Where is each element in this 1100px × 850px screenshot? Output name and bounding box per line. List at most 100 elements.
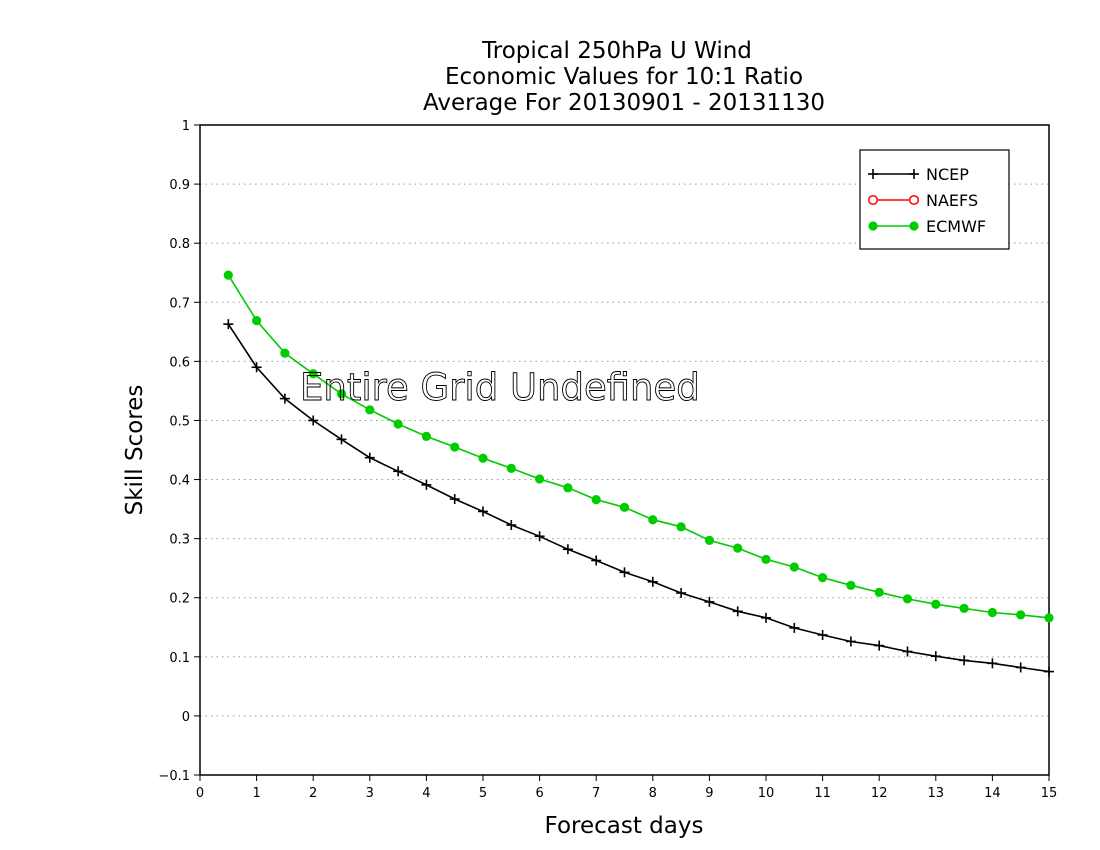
title-line-2: Economic Values for 10:1 Ratio bbox=[445, 64, 803, 90]
ecmwf-point bbox=[818, 573, 828, 583]
ecmwf-point bbox=[478, 453, 488, 463]
ecmwf-point bbox=[761, 554, 771, 564]
legend-label: ECMWF bbox=[926, 217, 986, 236]
x-tick-label: 11 bbox=[814, 786, 831, 801]
ecmwf-point bbox=[733, 543, 743, 553]
ncep-point bbox=[817, 629, 828, 640]
legend-marker bbox=[908, 194, 920, 206]
series-layer bbox=[223, 270, 1054, 677]
legend-marker bbox=[868, 221, 878, 231]
axis-ticks: −0.100.10.20.30.40.50.60.70.80.910 1 2 3 4 5 6… bbox=[158, 119, 1057, 801]
ncep-point bbox=[845, 636, 856, 647]
legend-items: NCEP NAEFS ECMWF bbox=[867, 165, 986, 236]
y-axis-label: Skill Scores bbox=[122, 385, 148, 516]
title-line-3: Average For 20130901 - 20131130 bbox=[423, 90, 825, 116]
ecmwf-point bbox=[676, 522, 686, 532]
ecmwf-point bbox=[1016, 610, 1026, 620]
ncep-point bbox=[987, 658, 998, 669]
ecmwf-point bbox=[846, 580, 856, 590]
ncep-point bbox=[789, 622, 800, 633]
x-axis-label: Forecast days bbox=[545, 813, 704, 839]
ncep-point bbox=[336, 434, 347, 445]
ecmwf-point bbox=[931, 599, 941, 609]
x-tick-label: 14 bbox=[984, 786, 1001, 801]
x-tick-label: 2 bbox=[309, 786, 317, 801]
x-tick-label: 8 bbox=[649, 786, 657, 801]
ecmwf-point bbox=[563, 483, 573, 493]
x-tick-label: 10 bbox=[758, 786, 775, 801]
ncep-point bbox=[478, 506, 488, 517]
ecmwf-point bbox=[874, 587, 884, 598]
ncep-point bbox=[308, 415, 319, 426]
ncep-point bbox=[1044, 666, 1054, 677]
x-tick-label: 3 bbox=[366, 786, 374, 801]
ecmwf-point bbox=[252, 315, 262, 326]
y-tick-label: −0.1 bbox=[158, 769, 190, 784]
y-tick-label: 0 bbox=[182, 710, 190, 725]
legend-marker bbox=[867, 194, 879, 206]
legend: NCEP NAEFS ECMWF bbox=[859, 149, 1010, 250]
y-tick-label: 0.9 bbox=[169, 178, 190, 193]
legend-item-ncep: NCEP bbox=[868, 165, 969, 184]
x-tick-label: 0 bbox=[196, 786, 204, 801]
ncep-point bbox=[902, 646, 913, 657]
ncep-point bbox=[251, 362, 262, 373]
ecmwf-point bbox=[648, 515, 658, 525]
y-tick-label: 0.8 bbox=[169, 237, 190, 252]
ecmwf-point bbox=[704, 535, 715, 546]
ecmwf-point bbox=[959, 603, 969, 613]
ncep-point bbox=[279, 393, 290, 404]
legend-marker bbox=[909, 169, 919, 179]
x-tick-label: 5 bbox=[479, 786, 487, 801]
legend-marker bbox=[909, 221, 919, 231]
ecmwf-point bbox=[789, 562, 799, 572]
y-tick-label: 0.3 bbox=[169, 533, 190, 548]
ncep-point bbox=[393, 466, 404, 477]
y-tick-label: 0.2 bbox=[169, 592, 190, 607]
series-ecmwf bbox=[223, 270, 1054, 623]
title-line-1: Tropical 250hPa U Wind bbox=[481, 38, 752, 64]
ncep-point bbox=[761, 612, 771, 623]
grid-lines bbox=[200, 183, 1049, 717]
x-tick-label: 1 bbox=[252, 786, 260, 801]
ncep-point bbox=[930, 651, 941, 662]
x-tick-label: 6 bbox=[535, 786, 543, 801]
legend-marker bbox=[868, 169, 878, 179]
x-tick-label: 7 bbox=[592, 786, 600, 801]
legend-item-ecmwf: ECMWF bbox=[868, 217, 986, 236]
legend-item-naefs: NAEFS bbox=[867, 191, 978, 210]
x-tick-label: 9 bbox=[705, 786, 713, 801]
y-tick-label: 0.4 bbox=[169, 474, 190, 489]
ecmwf-point bbox=[365, 405, 375, 415]
ncep-point bbox=[647, 576, 658, 587]
y-tick-label: 0.7 bbox=[169, 296, 190, 311]
x-tick-label: 15 bbox=[1041, 786, 1058, 801]
ncep-point bbox=[676, 588, 687, 598]
chart-title: Tropical 250hPa U Wind Economic Values f… bbox=[423, 38, 825, 116]
undefined-grid-annotation: Entire Grid Undefined bbox=[300, 366, 700, 409]
ecmwf-point bbox=[591, 495, 601, 505]
ncep-point bbox=[421, 479, 432, 490]
plot-frame bbox=[199, 124, 1050, 776]
ecmwf-point bbox=[987, 607, 998, 618]
ncep-point bbox=[506, 520, 517, 531]
ecmwf-line bbox=[227, 274, 1050, 619]
ncep-point bbox=[591, 555, 602, 566]
ncep-point bbox=[732, 606, 743, 617]
ecmwf-point bbox=[336, 389, 347, 399]
ecmwf-point bbox=[450, 442, 460, 452]
ecmwf-point bbox=[421, 431, 431, 442]
ncep-point bbox=[364, 452, 375, 463]
ncep-point bbox=[959, 655, 970, 666]
ncep-point bbox=[449, 494, 460, 505]
y-tick-label: 0.1 bbox=[169, 651, 190, 666]
ncep-point bbox=[534, 531, 545, 542]
x-tick-label: 13 bbox=[928, 786, 945, 801]
ecmwf-point bbox=[1044, 613, 1054, 623]
ncep-point bbox=[562, 544, 573, 555]
ncep-point bbox=[1015, 662, 1026, 673]
ecmwf-point bbox=[619, 502, 630, 512]
ecmwf-point bbox=[535, 474, 545, 484]
series-ncep bbox=[223, 319, 1054, 677]
